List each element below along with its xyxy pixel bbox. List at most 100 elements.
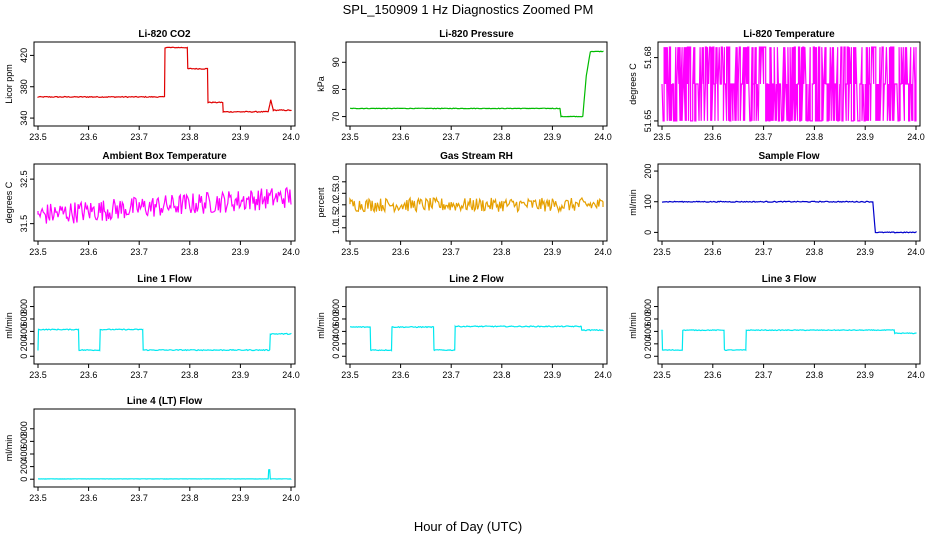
plot-frame [657,163,921,242]
chart-panel-5: Gas Stream RH 23.5 23.6 23.7 23.8 23.9 24.0 1.0… [316,151,612,257]
x-tick-label: 23.9 [232,370,250,380]
y-tick-label: 2.0 [331,199,341,212]
y-tick-label: 200 [19,459,29,474]
chart-panel-6: Sample Flow 23.5 23.6 23.7 23.8 23.9 24.0 0 100 2… [628,151,925,257]
y-tick-label: 1.5 [331,210,341,223]
y-tick-label: 100 [643,194,653,209]
plot-frame [345,163,608,242]
y-tick-label: 600 [331,311,341,326]
x-tick-label: 23.5 [29,493,47,503]
y-tick-label: 800 [19,421,29,436]
series-line-co2 [37,46,292,114]
y-tick-label: 0 [643,354,653,359]
x-tick-label: 24.0 [594,247,612,257]
y-axis-label: ml/min [628,312,638,339]
x-tick-label: 23.7 [755,247,773,257]
y-tick-label: 32.5 [19,170,29,188]
x-tick-label: 24.0 [282,370,300,380]
x-tick-label: 23.9 [856,370,874,380]
x-tick-label: 23.6 [80,493,98,503]
y-tick-label: 800 [19,299,29,314]
y-tick-label: 340 [19,111,29,126]
panel-title: Li-820 CO2 [138,29,191,40]
y-tick-label: 600 [19,434,29,449]
x-tick-label: 23.6 [704,132,722,142]
y-tick-label: 800 [643,299,653,314]
chart-panel-4: Ambient Box Temperature 23.5 23.6 23.7 23.8 2… [4,151,300,257]
y-tick-label: 400 [331,324,341,339]
x-tick-label: 23.7 [755,370,773,380]
x-tick-label: 24.0 [907,370,925,380]
panel-title: Ambient Box Temperature [102,151,227,162]
chart-panel-9: Line 3 Flow 23.5 23.6 23.7 23.8 23.9 24.0 0 2004… [628,274,925,380]
series-line-temperature [661,46,917,122]
x-tick-label: 23.5 [653,370,671,380]
plot-frame [345,41,608,127]
x-tick-label: 24.0 [282,493,300,503]
x-tick-label: 23.8 [181,247,199,257]
y-tick-label: 0 [19,477,29,482]
x-tick-label: 23.9 [544,132,562,142]
panel-title: Line 2 Flow [449,274,504,285]
y-axis-label: kPa [316,76,326,92]
plot-frame [33,408,296,488]
series-line-pressure [350,50,604,118]
x-tick-label: 24.0 [594,132,612,142]
x-tick-label: 23.6 [392,370,410,380]
panel-title: Line 1 Flow [137,274,192,285]
y-tick-label: 70 [331,112,341,122]
x-tick-label: 23.5 [29,370,47,380]
figure-xlabel: Hour of Day (UTC) [414,519,522,534]
y-tick-label: 1.0 [331,222,341,235]
x-tick-label: 23.6 [80,247,98,257]
x-tick-label: 24.0 [907,132,925,142]
y-tick-label: 800 [331,299,341,314]
x-tick-label: 24.0 [282,247,300,257]
y-tick-label: 3.0 [331,176,341,189]
x-tick-label: 23.5 [341,132,359,142]
chart-panel-1: Li-820 CO2 23.5 23.6 23.7 23.8 23.9 24.0 340 380… [4,29,300,142]
x-tick-label: 23.8 [806,370,824,380]
y-tick-label: 400 [643,324,653,339]
y-tick-label: 51.65 [643,110,653,133]
series-line-box-temperature [37,186,292,224]
x-tick-label: 23.5 [653,247,671,257]
x-tick-label: 23.8 [181,132,199,142]
panel-title: Line 3 Flow [762,274,817,285]
series-line-rh [349,196,604,214]
panel-title: Li-820 Pressure [439,29,514,40]
y-tick-label: 0 [643,230,653,235]
x-tick-label: 23.7 [442,370,460,380]
panel-title: Gas Stream RH [440,151,513,162]
y-tick-label: 200 [331,336,341,351]
y-tick-label: 600 [19,311,29,326]
y-tick-label: 31.5 [19,215,29,233]
x-tick-label: 23.8 [806,247,824,257]
plot-frame [33,163,296,242]
x-tick-label: 23.9 [232,493,250,503]
panel-title: Sample Flow [758,151,819,162]
figure-title: SPL_150909 1 Hz Diagnostics Zoomed PM [343,2,594,17]
y-tick-label: 400 [19,324,29,339]
x-tick-label: 23.5 [29,247,47,257]
y-tick-label: 80 [331,84,341,94]
x-tick-label: 24.0 [282,132,300,142]
chart-panel-2: Li-820 Pressure 23.5 23.6 23.7 23.8 23.9 24.0 7… [316,29,612,142]
panel-title: Line 4 (LT) Flow [127,396,203,407]
series-line-line-4 [38,469,292,480]
x-tick-label: 23.5 [29,132,47,142]
y-axis-label: ml/min [4,312,14,339]
x-tick-label: 24.0 [594,370,612,380]
y-tick-label: 600 [643,311,653,326]
series-line-sample-flow [661,200,917,234]
x-tick-label: 23.9 [232,247,250,257]
y-axis-label: Licor ppm [4,64,14,104]
x-tick-label: 23.5 [341,370,359,380]
x-tick-label: 23.5 [653,132,671,142]
y-tick-label: 400 [19,446,29,461]
plot-frame [345,286,608,365]
x-tick-label: 23.6 [704,370,722,380]
x-tick-label: 23.6 [704,247,722,257]
x-tick-label: 23.7 [755,132,773,142]
